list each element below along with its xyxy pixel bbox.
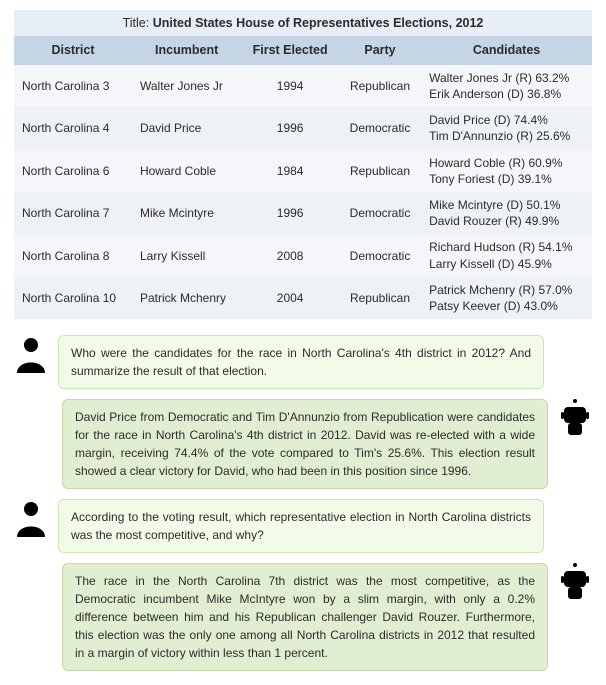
bot-turn: David Price from Democratic and Tim D'An… — [14, 399, 592, 489]
user-message: Who were the candidates for the race in … — [58, 335, 544, 389]
user-turn: Who were the candidates for the race in … — [14, 335, 592, 389]
cell-incumbent: Patrick Mchenry — [132, 277, 241, 319]
cell-party: Democratic — [339, 192, 421, 234]
cell-district: North Carolina 10 — [14, 277, 132, 319]
table-title-label: Title: — [123, 16, 153, 30]
cell-district: North Carolina 7 — [14, 192, 132, 234]
cell-candidates: David Price (D) 74.4%Tim D'Annunzio (R) … — [421, 107, 592, 149]
cell-party: Republican — [339, 277, 421, 319]
cell-party: Democratic — [339, 107, 421, 149]
cell-party: Democratic — [339, 234, 421, 276]
cell-first-elected: 1984 — [241, 150, 339, 192]
cell-district: North Carolina 6 — [14, 150, 132, 192]
bot-message: David Price from Democratic and Tim D'An… — [62, 399, 548, 489]
cell-district: North Carolina 8 — [14, 234, 132, 276]
col-header-first-elected: First Elected — [241, 36, 339, 65]
cell-first-elected: 1996 — [241, 107, 339, 149]
cell-candidates: Richard Hudson (R) 54.1%Larry Kissell (D… — [421, 234, 592, 276]
cell-party: Republican — [339, 65, 421, 107]
table-title-text: United States House of Representatives E… — [153, 16, 484, 30]
user-message: According to the voting result, which re… — [58, 499, 544, 553]
table-header-row: District Incumbent First Elected Party C… — [14, 36, 592, 65]
cell-candidates: Mike Mcintyre (D) 50.1%David Rouzer (R) … — [421, 192, 592, 234]
col-header-incumbent: Incumbent — [132, 36, 241, 65]
elections-table: Title: United States House of Representa… — [14, 10, 592, 319]
cell-party: Republican — [339, 150, 421, 192]
cell-district: North Carolina 4 — [14, 107, 132, 149]
cell-candidates: Howard Coble (R) 60.9%Tony Foriest (D) 3… — [421, 150, 592, 192]
table-title: Title: United States House of Representa… — [14, 10, 592, 36]
table-row: North Carolina 4David Price1996Democrati… — [14, 107, 592, 149]
cell-first-elected: 2008 — [241, 234, 339, 276]
cell-incumbent: David Price — [132, 107, 241, 149]
cell-district: North Carolina 3 — [14, 65, 132, 107]
person-icon — [14, 499, 48, 537]
col-header-candidates: Candidates — [421, 36, 592, 65]
table-body: North Carolina 3Walter Jones Jr1994Repub… — [14, 65, 592, 319]
table-row: North Carolina 3Walter Jones Jr1994Repub… — [14, 65, 592, 107]
robot-icon — [558, 563, 592, 601]
robot-icon — [558, 399, 592, 437]
cell-incumbent: Larry Kissell — [132, 234, 241, 276]
cell-candidates: Patrick Mchenry (R) 57.0%Patsy Keever (D… — [421, 277, 592, 319]
table-row: North Carolina 6Howard Coble1984Republic… — [14, 150, 592, 192]
table-row: North Carolina 8Larry Kissell2008Democra… — [14, 234, 592, 276]
cell-candidates: Walter Jones Jr (R) 63.2%Erik Anderson (… — [421, 65, 592, 107]
bot-message: The race in the North Carolina 7th distr… — [62, 563, 548, 671]
page-root: Title: United States House of Representa… — [0, 0, 606, 685]
user-turn: According to the voting result, which re… — [14, 499, 592, 553]
cell-first-elected: 1996 — [241, 192, 339, 234]
cell-incumbent: Walter Jones Jr — [132, 65, 241, 107]
conversation: Who were the candidates for the race in … — [14, 335, 592, 671]
col-header-district: District — [14, 36, 132, 65]
person-icon — [14, 335, 48, 373]
table-row: North Carolina 7Mike Mcintyre1996Democra… — [14, 192, 592, 234]
cell-incumbent: Howard Coble — [132, 150, 241, 192]
cell-incumbent: Mike Mcintyre — [132, 192, 241, 234]
table-row: North Carolina 10Patrick Mchenry2004Repu… — [14, 277, 592, 319]
col-header-party: Party — [339, 36, 421, 65]
cell-first-elected: 1994 — [241, 65, 339, 107]
cell-first-elected: 2004 — [241, 277, 339, 319]
bot-turn: The race in the North Carolina 7th distr… — [14, 563, 592, 671]
